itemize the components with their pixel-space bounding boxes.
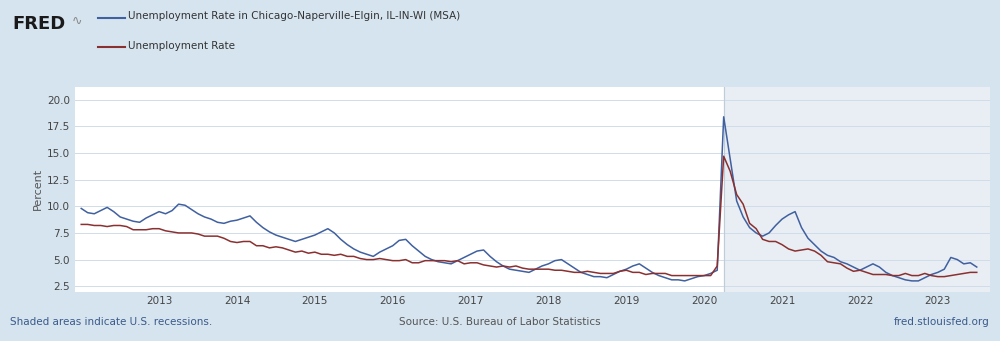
Text: FRED: FRED: [12, 15, 65, 33]
Bar: [724, 87, 990, 292]
Text: Unemployment Rate in Chicago-Naperville-Elgin, IL-IN-WI (MSA): Unemployment Rate in Chicago-Naperville-…: [128, 11, 460, 21]
Text: Unemployment Rate: Unemployment Rate: [128, 41, 235, 51]
Text: ∿: ∿: [72, 15, 82, 28]
Text: Shaded areas indicate U.S. recessions.: Shaded areas indicate U.S. recessions.: [10, 317, 212, 327]
Text: Source: U.S. Bureau of Labor Statistics: Source: U.S. Bureau of Labor Statistics: [399, 317, 601, 327]
Y-axis label: Percent: Percent: [33, 168, 43, 210]
Text: fred.stlouisfed.org: fred.stlouisfed.org: [894, 317, 990, 327]
